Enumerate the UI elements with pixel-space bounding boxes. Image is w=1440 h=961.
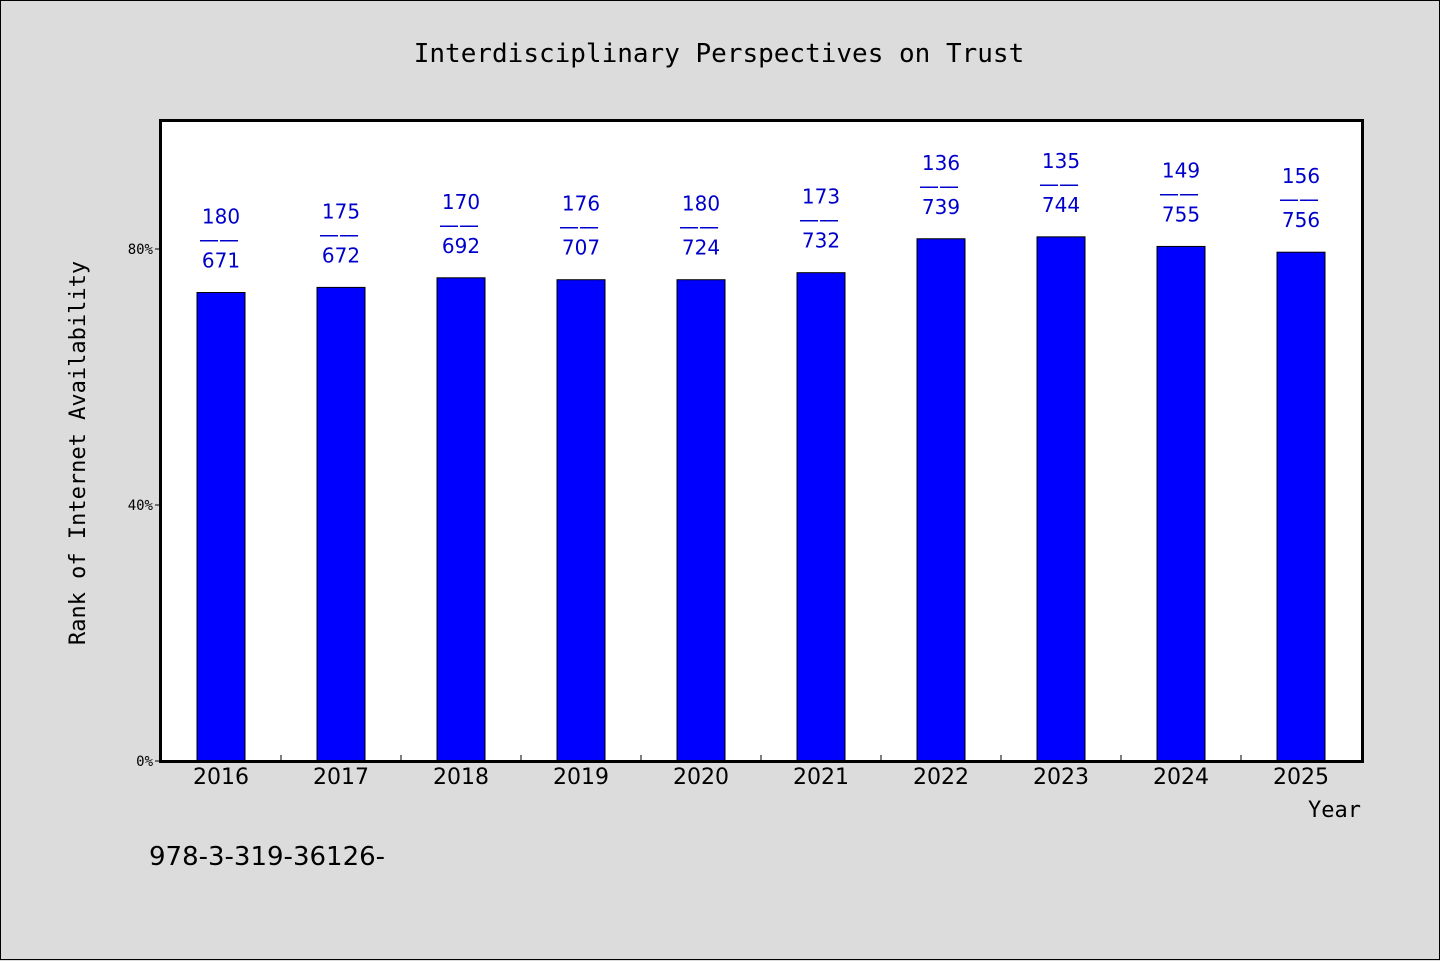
bar-2025 bbox=[1276, 251, 1326, 762]
data-label-top-2022: 136 bbox=[922, 151, 960, 175]
data-label-separator-2020: —— bbox=[679, 215, 719, 239]
y-tick-label: 80% bbox=[128, 242, 154, 258]
data-label-top-2021: 173 bbox=[802, 185, 840, 209]
data-label-bottom-2016: 671 bbox=[202, 249, 240, 273]
bar-2022 bbox=[916, 238, 966, 762]
bar-2016 bbox=[196, 292, 246, 762]
x-axis-label: Year bbox=[1308, 798, 1361, 823]
y-tick-label: 0% bbox=[136, 754, 153, 770]
chart-title: Interdisciplinary Perspectives on Trust bbox=[414, 39, 1024, 69]
data-label-top-2023: 135 bbox=[1042, 149, 1080, 173]
data-label-separator-2025: —— bbox=[1279, 187, 1319, 211]
data-label-top-2019: 176 bbox=[562, 192, 600, 216]
data-label-bottom-2017: 672 bbox=[322, 243, 360, 267]
data-label-bottom-2018: 692 bbox=[442, 234, 480, 258]
x-tick-label-2021: 2021 bbox=[793, 765, 849, 790]
data-label-top-2016: 180 bbox=[202, 205, 240, 229]
bar-2018 bbox=[436, 277, 486, 762]
bar-2020 bbox=[676, 279, 726, 762]
data-label-bottom-2022: 739 bbox=[922, 195, 960, 219]
data-label-bottom-2020: 724 bbox=[682, 236, 720, 260]
data-label-top-2017: 175 bbox=[322, 199, 360, 223]
y-tick-label: 40% bbox=[128, 498, 154, 514]
y-axis-label: Rank of Internet Availability bbox=[66, 261, 91, 645]
data-label-bottom-2019: 707 bbox=[562, 236, 600, 260]
y-axis: 0% 40% 80% bbox=[128, 242, 161, 770]
x-tick-label-2024: 2024 bbox=[1153, 765, 1209, 790]
data-label-separator-2022: —— bbox=[919, 174, 959, 198]
data-label-bottom-2025: 756 bbox=[1282, 208, 1320, 232]
data-label-separator-2016: —— bbox=[199, 228, 239, 252]
x-tick-label-2023: 2023 bbox=[1033, 765, 1089, 790]
x-tick-label-2020: 2020 bbox=[673, 765, 729, 790]
x-tick-label-2017: 2017 bbox=[313, 765, 369, 790]
data-label-top-2020: 180 bbox=[682, 192, 720, 216]
data-label-bottom-2021: 732 bbox=[802, 229, 840, 253]
bar-2024 bbox=[1156, 245, 1206, 762]
data-label-top-2024: 149 bbox=[1162, 158, 1200, 182]
data-label-bottom-2024: 755 bbox=[1162, 202, 1200, 226]
data-label-top-2018: 170 bbox=[442, 190, 480, 214]
x-tick-label-2016: 2016 bbox=[193, 765, 249, 790]
data-label-separator-2019: —— bbox=[559, 215, 599, 239]
bars-group bbox=[196, 236, 1326, 762]
x-tick-label-2022: 2022 bbox=[913, 765, 969, 790]
bar-2019 bbox=[556, 279, 606, 762]
bar-2017 bbox=[316, 286, 366, 762]
data-label-separator-2023: —— bbox=[1039, 172, 1079, 196]
x-axis: 2016 2017 2018 2019 2020 2021 2022 2023 2024 2025 bbox=[193, 755, 1329, 790]
data-label-top-2025: 156 bbox=[1282, 164, 1320, 188]
data-labels-group: 180——671175——672170——692176——707180——724… bbox=[199, 149, 1320, 273]
data-label-separator-2017: —— bbox=[319, 222, 359, 246]
plot-border bbox=[159, 119, 1364, 763]
x-tick-label-2019: 2019 bbox=[553, 765, 609, 790]
data-label-separator-2024: —— bbox=[1159, 181, 1199, 205]
x-tick-label-2018: 2018 bbox=[433, 765, 489, 790]
x-tick-label-2025: 2025 bbox=[1273, 765, 1329, 790]
data-label-bottom-2023: 744 bbox=[1042, 193, 1080, 217]
bar-2023 bbox=[1036, 236, 1086, 762]
data-label-separator-2021: —— bbox=[799, 208, 839, 232]
bar-2021 bbox=[796, 272, 846, 762]
data-label-separator-2018: —— bbox=[439, 213, 479, 237]
footer-text: 978-3-319-36126- bbox=[149, 842, 385, 872]
